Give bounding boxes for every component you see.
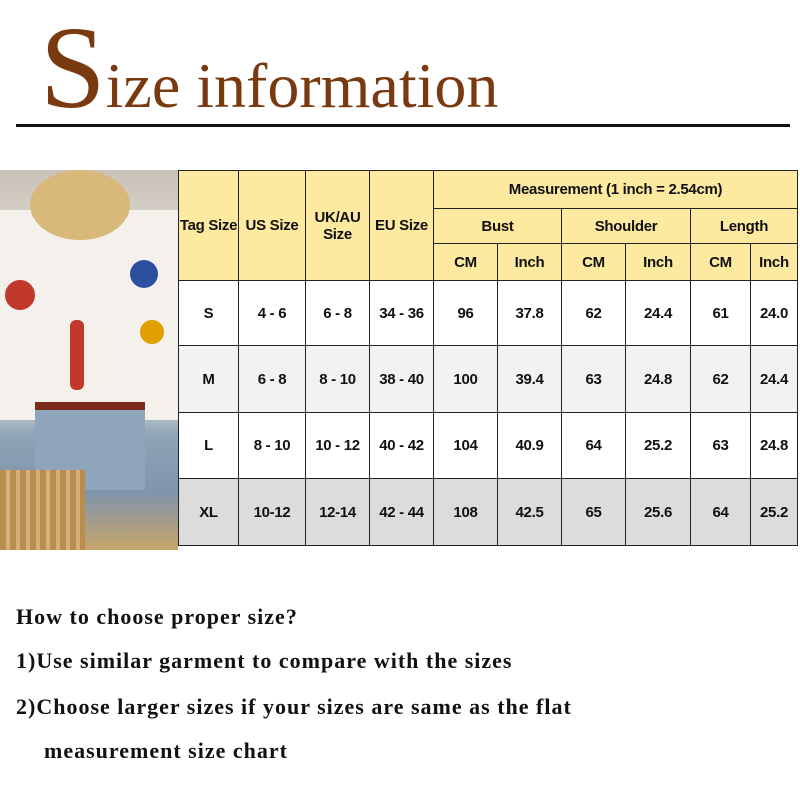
table-cell: 62 [561, 280, 626, 346]
table-cell: 8 - 10 [238, 412, 306, 479]
tip-2-line-1: 2)Choose larger sizes if your sizes are … [16, 694, 572, 719]
table-cell: 6 - 8 [305, 280, 370, 346]
table-cell: 104 [433, 412, 498, 479]
title-initial: S [40, 2, 106, 133]
table-cell: 63 [690, 412, 751, 479]
tip-1: 1)Use similar garment to compare with th… [16, 648, 513, 673]
table-cell: 4 - 6 [238, 280, 306, 346]
page-title: Size information [40, 9, 499, 136]
header-tag-size: Tag Size [178, 170, 239, 281]
header-ukau-size: UK/AU Size [305, 170, 370, 281]
table-cell: 24.8 [625, 345, 691, 413]
table-cell: 62 [690, 345, 751, 413]
title-divider [16, 124, 790, 127]
table-cell: 12-14 [305, 478, 370, 546]
header-length: Length [690, 208, 798, 244]
header-unit: CM [690, 243, 751, 281]
table-cell: 24.8 [750, 412, 798, 479]
table-cell: 37.8 [497, 280, 562, 346]
header-unit: Inch [625, 243, 691, 281]
table-cell: 65 [561, 478, 626, 546]
table-cell: 10-12 [238, 478, 306, 546]
table-cell: 24.0 [750, 280, 798, 346]
table-cell: 25.2 [625, 412, 691, 479]
table-cell: 39.4 [497, 345, 562, 413]
table-cell: 38 - 40 [369, 345, 434, 413]
header-bust: Bust [433, 208, 562, 244]
title-rest: ize information [105, 50, 499, 121]
table-cell: 6 - 8 [238, 345, 306, 413]
header-unit: CM [433, 243, 498, 281]
header-ukau-line1: UK/AU [314, 208, 361, 226]
size-table: Tag Size US Size UK/AU Size EU Size Measu… [178, 170, 798, 546]
table-cell: 34 - 36 [369, 280, 434, 346]
table-cell: 64 [690, 478, 751, 546]
table-cell: S [178, 280, 239, 346]
header-measurement: Measurement (1 inch = 2.54cm) [433, 170, 798, 209]
header-us-size: US Size [238, 170, 306, 281]
table-cell: 24.4 [750, 345, 798, 413]
header-unit: Inch [497, 243, 562, 281]
table-cell: 40 - 42 [369, 412, 434, 479]
table-cell: 10 - 12 [305, 412, 370, 479]
table-cell: 64 [561, 412, 626, 479]
header-unit: CM [561, 243, 626, 281]
table-cell: 42 - 44 [369, 478, 434, 546]
model-photo [0, 170, 178, 550]
table-cell: 108 [433, 478, 498, 546]
table-row: XL 10-12 12-14 42 - 44 108 42.5 65 25.6 64 25.2 [178, 478, 798, 546]
table-cell: 8 - 10 [305, 345, 370, 413]
table-cell: 61 [690, 280, 751, 346]
notes-heading: How to choose proper size? [16, 604, 298, 629]
table-cell: L [178, 412, 239, 479]
table-cell: 24.4 [625, 280, 691, 346]
tip-2-line-2: measurement size chart [44, 738, 288, 763]
table-cell: 100 [433, 345, 498, 413]
table-cell: 25.2 [750, 478, 798, 546]
table-cell: 40.9 [497, 412, 562, 479]
table-cell: 96 [433, 280, 498, 346]
table-cell: 42.5 [497, 478, 562, 546]
header-ukau-line2: Size [323, 225, 352, 243]
table-cell: 25.6 [625, 478, 691, 546]
table-cell: XL [178, 478, 239, 546]
header-unit: Inch [750, 243, 798, 281]
header-eu-size: EU Size [369, 170, 434, 281]
table-cell: 63 [561, 345, 626, 413]
header-shoulder: Shoulder [561, 208, 691, 244]
table-cell: M [178, 345, 239, 413]
